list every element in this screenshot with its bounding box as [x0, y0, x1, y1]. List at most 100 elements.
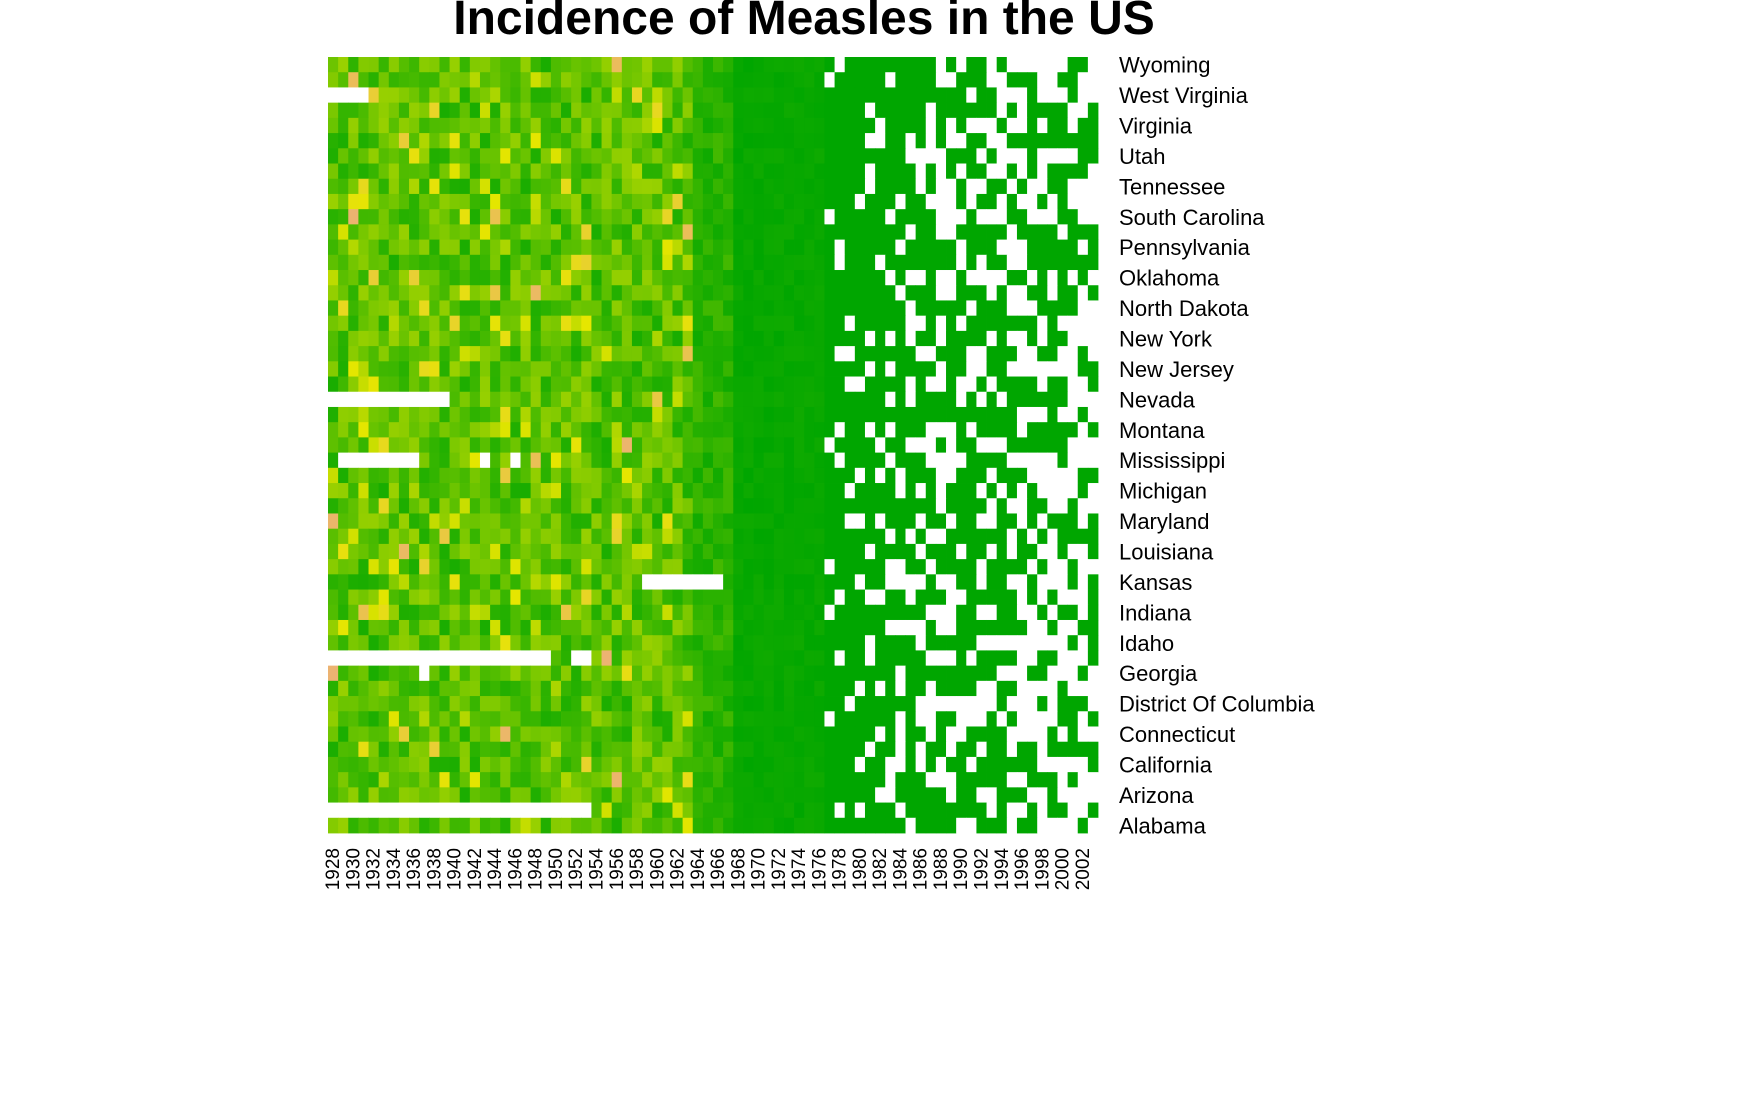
heatmap-cell [702, 604, 714, 621]
heatmap-cell [946, 543, 957, 560]
heatmap-cell [935, 361, 947, 377]
heatmap-cell [388, 726, 400, 743]
heatmap-cell [976, 87, 987, 104]
heatmap-cell [459, 346, 471, 362]
heatmap-cell [783, 300, 795, 317]
heatmap-cell [1087, 133, 1099, 149]
heatmap-cell [490, 254, 501, 271]
heatmap-cell [1077, 178, 1089, 195]
heatmap-cell [1057, 772, 1068, 788]
x-tick-label: 1968 [728, 848, 749, 890]
heatmap-cell [773, 772, 785, 788]
heatmap-cell [824, 148, 835, 164]
heatmap-cell [348, 680, 359, 697]
heatmap-cell [500, 57, 511, 73]
heatmap-cell [804, 148, 815, 164]
heatmap-cell [733, 330, 744, 347]
heatmap-cell [621, 513, 633, 530]
heatmap-cell [723, 498, 734, 514]
heatmap-cell [834, 376, 846, 393]
heatmap-cell [996, 452, 1008, 469]
heatmap-cell [1057, 437, 1068, 454]
heatmap-cell [550, 604, 562, 621]
heatmap-cell [1016, 726, 1028, 743]
heatmap-cell [753, 619, 765, 636]
heatmap-cell [459, 802, 471, 819]
heatmap-cell [1047, 315, 1058, 332]
heatmap-cell [1057, 604, 1068, 621]
heatmap-cell [875, 285, 886, 301]
heatmap-cell [935, 756, 947, 773]
heatmap-cell [348, 437, 359, 454]
heatmap-cell [378, 330, 390, 347]
heatmap-cell [672, 711, 683, 727]
heatmap-cell [966, 346, 977, 362]
heatmap-cell [743, 315, 754, 332]
heatmap-cell [804, 574, 815, 590]
heatmap-cell [753, 756, 765, 773]
heatmap-cell [733, 422, 744, 438]
heatmap-cell [469, 102, 481, 119]
heatmap-cell [368, 498, 380, 514]
heatmap-cell [854, 696, 866, 712]
heatmap-cell [642, 711, 653, 727]
heatmap-cell [520, 635, 532, 651]
heatmap-cell [925, 224, 937, 240]
heatmap-cell [419, 72, 430, 88]
heatmap-cell [1047, 178, 1058, 195]
y-row-label: Maryland [1119, 509, 1209, 534]
heatmap-cell [935, 589, 947, 606]
heatmap-cell [479, 239, 491, 256]
heatmap-cell [814, 452, 825, 469]
heatmap-cell [692, 680, 704, 697]
heatmap-cell [409, 665, 420, 682]
heatmap-cell [864, 422, 876, 438]
heatmap-cell [388, 178, 400, 195]
heatmap-cell [885, 437, 896, 454]
heatmap-cell [1047, 209, 1058, 225]
heatmap-cell [814, 102, 825, 119]
heatmap-cell [824, 543, 835, 560]
heatmap-cell [935, 452, 947, 469]
heatmap-cell [682, 483, 694, 499]
heatmap-cell [540, 543, 552, 560]
heatmap-cell [824, 650, 835, 667]
heatmap-cell [469, 376, 481, 393]
heatmap-cell [662, 498, 673, 514]
heatmap-cell [631, 772, 643, 788]
heatmap-cell [864, 483, 876, 499]
heatmap-cell [1087, 178, 1099, 195]
heatmap-cell [854, 224, 866, 240]
heatmap-cell [723, 741, 734, 758]
heatmap-cell [864, 300, 876, 317]
heatmap-cell [1077, 604, 1089, 621]
heatmap-cell [348, 376, 359, 393]
heatmap-cell [935, 285, 947, 301]
heatmap-cell [996, 406, 1008, 423]
heatmap-cell [824, 209, 835, 225]
heatmap-cell [773, 391, 785, 408]
heatmap-cell [652, 467, 663, 484]
heatmap-cell [713, 543, 724, 560]
heatmap-cell [783, 72, 795, 88]
heatmap-cell [479, 422, 491, 438]
heatmap-cell [398, 437, 410, 454]
heatmap-cell [1077, 817, 1089, 834]
heatmap-cell [368, 619, 380, 636]
heatmap-cell [561, 619, 572, 636]
heatmap-cell [662, 422, 673, 438]
heatmap-cell [591, 330, 602, 347]
heatmap-cell [915, 498, 927, 514]
heatmap-cell [692, 361, 704, 377]
heatmap-cell [621, 376, 633, 393]
heatmap-cell [844, 406, 856, 423]
heatmap-cell [662, 437, 673, 454]
heatmap-cell [378, 726, 390, 743]
heatmap-cell [621, 619, 633, 636]
heatmap-cell [804, 376, 815, 393]
heatmap-cell [479, 635, 491, 651]
heatmap-cell [328, 817, 339, 834]
heatmap-cell [925, 72, 937, 88]
heatmap-cell [601, 696, 613, 712]
heatmap-cell [966, 437, 977, 454]
